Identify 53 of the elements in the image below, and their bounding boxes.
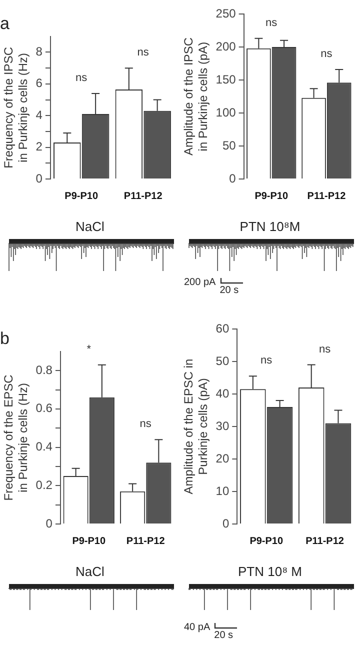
text: 200 pA [184,277,216,288]
y-tick-label: 8 [36,44,43,59]
y-tick-label: 0 [46,516,53,530]
text: 20 s [220,285,239,296]
y-tick-label: 40 [216,386,230,400]
y-tick-label: 50 [216,354,230,368]
y-axis-title: Frequency of the EPSC in Purkinje cells (Hz) [2,374,30,501]
text: NaCl [74,219,106,236]
y-tick-label: 60 [216,321,230,336]
x-tick-label: P9-P10 [250,536,284,547]
annotation: ns [266,16,278,29]
y-tick-label: 10 [216,484,230,498]
y-tick-label: 0 [229,171,236,186]
chart-title: b [0,328,10,348]
annotation: * [86,343,92,356]
y-tick-label: 150 [216,72,236,86]
x-tick-label: P11-P12 [126,536,166,547]
y-tick-label: 20 [216,451,230,466]
text: PTN 10⁸M [238,219,302,236]
text: 40 pA [184,622,210,633]
annotation: ns [260,354,273,367]
annotation: ns [76,72,88,84]
y-tick-label: 0.2 [36,478,53,492]
chart-title: a [0,14,10,33]
annotation: ns [140,418,152,430]
y-tick-label: 200 [216,39,236,54]
text: PTN 10⁸ M [237,564,303,581]
y-tick-label: 250 [216,6,236,20]
text: NaCl [74,564,106,581]
y-tick-label: 0 [222,516,230,530]
y-tick-label: 4 [36,108,43,122]
x-tick-label: P11-P12 [124,190,163,202]
y-axis-title: Frequency of the IPSC in Purkinje cells (Hz) [2,46,30,168]
y-axis-title: Amplitude of the EPSC in Purkinje cells (pA) [182,358,210,494]
y-tick-label: 100 [216,105,236,120]
y-tick-label: 0.6 [36,401,53,416]
annotation: ns [137,46,150,59]
x-tick-label: P9-P10 [72,536,106,547]
annotation: ns [318,343,332,356]
x-tick-label: P9-P10 [64,190,98,202]
y-tick-label: 0.8 [36,362,53,377]
x-tick-label: P11-P12 [306,536,344,547]
y-tick-label: 0 [36,171,43,186]
text: 20 s [214,630,234,641]
y-tick-label: 6 [36,76,43,90]
y-tick-label: 2 [36,140,43,154]
y-tick-label: 0.4 [36,440,53,454]
annotation: ns [320,48,333,60]
y-tick-label: 30 [216,418,230,433]
x-tick-label: P9-P10 [254,190,288,202]
y-axis-title: Amplitude of the IPSC in Purkinje cells (pA) [182,37,210,156]
x-tick-label: P11-P12 [307,190,346,202]
y-tick-label: 50 [222,138,236,152]
